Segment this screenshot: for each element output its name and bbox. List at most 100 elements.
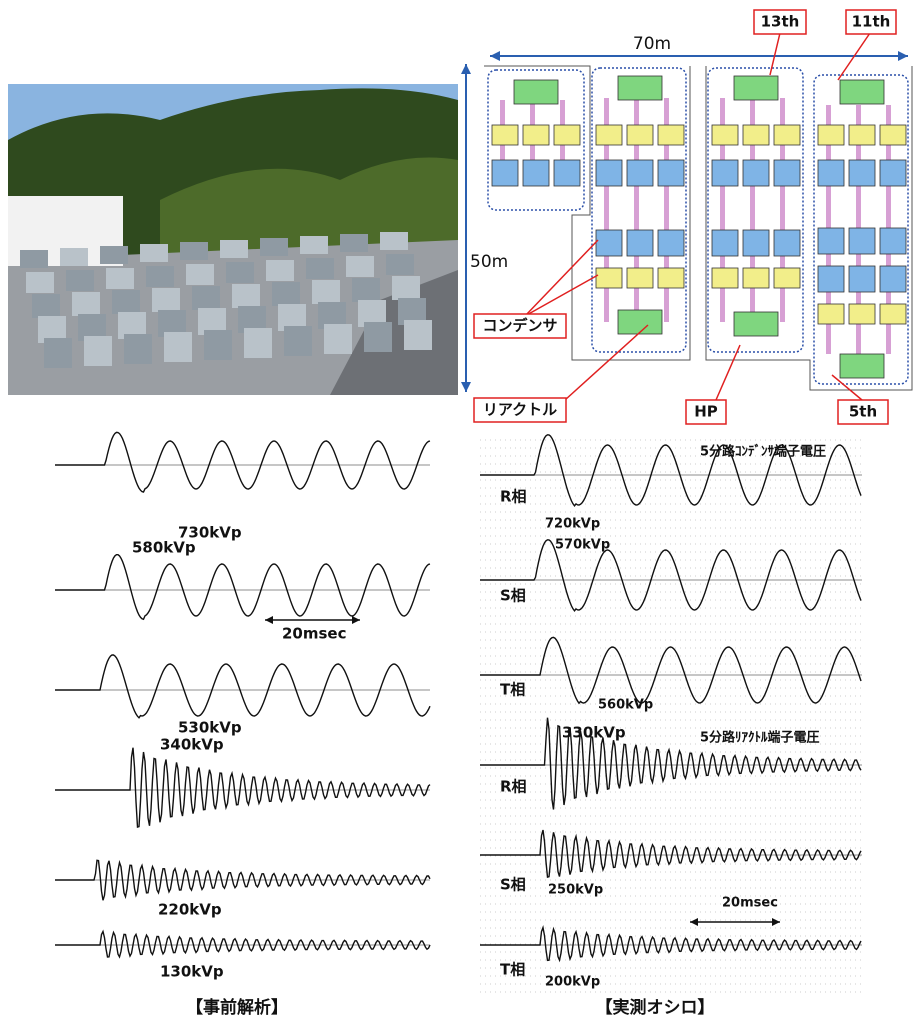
- waveform: [55, 654, 431, 719]
- capacitor-blue: [553, 159, 581, 187]
- capacitor-blue: [879, 227, 907, 255]
- capacitor-blue: [879, 265, 907, 293]
- equipment: [380, 232, 408, 250]
- capacitor-blue: [742, 229, 770, 257]
- capacitor-yellow: [491, 124, 519, 146]
- waveform: [55, 747, 431, 829]
- capacitor-blue: [817, 227, 845, 255]
- bus: [780, 98, 785, 322]
- capacitor-blue: [817, 265, 845, 293]
- capacitor-yellow: [626, 267, 654, 289]
- capacitor-yellow: [711, 267, 739, 289]
- equipment: [26, 272, 54, 293]
- equipment: [32, 294, 60, 318]
- capacitor-yellow: [711, 124, 739, 146]
- phase-label: T相: [500, 681, 525, 699]
- peak-label: 330kVp: [562, 724, 626, 742]
- photo: [8, 84, 458, 395]
- peak-label: 570kVp: [555, 538, 610, 553]
- capacitor-blue: [657, 229, 685, 257]
- reactor: [733, 311, 779, 337]
- equipment: [140, 244, 168, 262]
- capacitor-blue: [595, 229, 623, 257]
- equipment: [72, 292, 100, 316]
- equipment: [324, 324, 352, 354]
- equipment: [300, 236, 328, 254]
- bus: [634, 98, 639, 322]
- waveform: [55, 929, 431, 959]
- capacitor-blue: [817, 159, 845, 187]
- equipment: [152, 288, 180, 312]
- capacitor-yellow: [742, 124, 770, 146]
- capacitor-blue: [742, 159, 770, 187]
- equipment: [346, 256, 374, 277]
- equipment: [232, 284, 260, 308]
- equipment: [124, 334, 152, 364]
- capacitor-blue: [711, 229, 739, 257]
- equipment: [100, 246, 128, 264]
- capacitor-yellow: [817, 124, 845, 146]
- analysis-labels: 730kVp 580kVp 20msec 530kVp 340kVp 220kV…: [132, 524, 347, 1019]
- capacitor-yellow: [817, 303, 845, 325]
- peak-label: 250kVp: [548, 883, 603, 898]
- capacitor-blue: [626, 229, 654, 257]
- capacitor-blue: [626, 159, 654, 187]
- waveform: [480, 539, 862, 612]
- reactor: [617, 75, 663, 101]
- equipment: [272, 282, 300, 306]
- capacitor-blue: [879, 159, 907, 187]
- panel-title: 5分路ﾘｱｸﾄﾙ端子電圧: [700, 730, 820, 746]
- capacitor-yellow: [773, 267, 801, 289]
- equipment: [340, 234, 368, 252]
- equipment: [192, 286, 220, 310]
- group-outline: [813, 74, 909, 385]
- reactor: [839, 353, 885, 379]
- capacitor-yellow: [657, 267, 685, 289]
- equipment: [260, 238, 288, 256]
- bus: [720, 98, 725, 322]
- reactor: [617, 309, 663, 335]
- time-label: 20msec: [282, 625, 347, 643]
- equipment: [386, 254, 414, 275]
- group-outline: [707, 67, 804, 353]
- peak-label: 200kVp: [545, 975, 600, 990]
- capacitor-yellow: [522, 124, 550, 146]
- capacitor-blue: [711, 159, 739, 187]
- bus: [750, 98, 755, 322]
- waveforms: [55, 431, 862, 963]
- equipment: [146, 266, 174, 287]
- waveform: [480, 717, 862, 810]
- capacitor-yellow: [657, 124, 685, 146]
- plant-layout: 70m 50m 13th 11th 5th HP コンデンサ リアクトル: [461, 9, 913, 425]
- equipment: [186, 264, 214, 285]
- peak-label: 730kVp: [178, 524, 242, 542]
- peak-label: 220kVp: [158, 901, 222, 919]
- width-label: 70m: [633, 34, 671, 54]
- equipment: [392, 276, 420, 300]
- equipment: [112, 290, 140, 314]
- bus: [664, 98, 669, 322]
- peak-label: 720kVp: [545, 517, 600, 532]
- waveform: [480, 829, 862, 878]
- waveform: [55, 431, 431, 493]
- capacitor-blue: [773, 229, 801, 257]
- equipment: [266, 260, 294, 281]
- capacitor-blue: [848, 265, 876, 293]
- time-label: 20msec: [722, 896, 778, 911]
- phase-label: R相: [500, 778, 527, 796]
- capacitor-blue: [848, 159, 876, 187]
- callout: HP: [694, 403, 718, 421]
- peak-label: 530kVp: [178, 719, 242, 737]
- capacitor-blue: [657, 159, 685, 187]
- capacitor-blue: [522, 159, 550, 187]
- equipment: [84, 336, 112, 366]
- equipment: [204, 330, 232, 360]
- callout: リアクトル: [483, 401, 557, 419]
- callout: コンデンサ: [482, 317, 557, 335]
- capacitor-blue: [595, 159, 623, 187]
- equipment: [44, 338, 72, 368]
- callout: 13th: [761, 13, 800, 31]
- equipment: [226, 262, 254, 283]
- capacitor-yellow: [848, 303, 876, 325]
- equipment: [244, 328, 272, 358]
